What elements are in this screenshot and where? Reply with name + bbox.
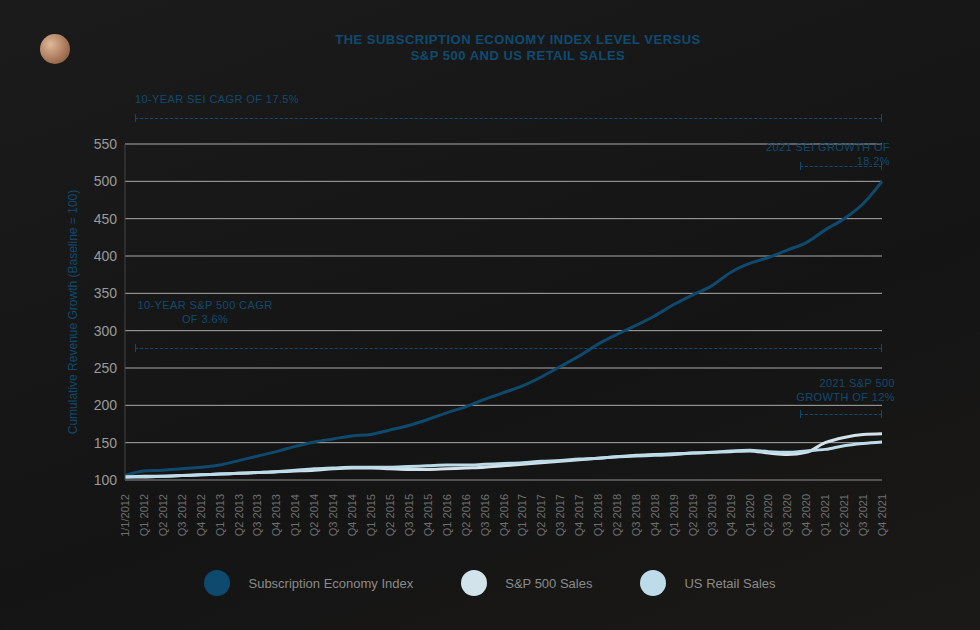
svg-text:150: 150 [94,435,118,451]
html-text:S&P 500 Sales: S&P 500 Sales [505,575,593,591]
svg-text:Q2 2019: Q2 2019 [687,494,699,536]
svg-text:Q4 2021: Q4 2021 [876,494,888,536]
svg-text:Q2 2014: Q2 2014 [308,494,320,536]
html-text:2021 S&P 500 GROWTH OF 12%: 2021 S&P 500 GROWTH OF 12% [796,377,895,403]
html-text:10-YEAR SEI CAGR OF 17.5%: 10-YEAR SEI CAGR OF 17.5% [135,93,300,105]
svg-text:Q1 2019: Q1 2019 [668,494,680,536]
svg-text:Q3 2013: Q3 2013 [251,494,263,536]
svg-text:Q2 2016: Q2 2016 [460,494,472,536]
svg-text:500: 500 [94,173,118,189]
svg-text:Q1 2016: Q1 2016 [441,494,453,536]
svg-text:400: 400 [94,248,118,264]
svg-text:Q4 2017: Q4 2017 [573,494,585,536]
svg-text:250: 250 [94,360,118,376]
svg-text:Q3 2018: Q3 2018 [630,494,642,536]
html-text:THE SUBSCRIPTION ECONOMY INDEX: THE SUBSCRIPTION ECONOMY INDEX LEVEL VER… [335,32,701,63]
svg-text:1/1/2012: 1/1/2012 [119,494,131,537]
svg-text:Q1 2014: Q1 2014 [289,494,301,536]
svg-text:550: 550 [94,136,118,152]
svg-text:Q1 2020: Q1 2020 [744,494,756,536]
svg-text:Q4 2012: Q4 2012 [195,494,207,536]
svg-text:Q1 2018: Q1 2018 [592,494,604,536]
html-text:2021 SEI GROWTH OF 18.2%: 2021 SEI GROWTH OF 18.2% [766,141,890,167]
svg-text:Q4 2015: Q4 2015 [422,494,434,536]
svg-text:Q1 2017: Q1 2017 [516,494,528,536]
svg-text:Q3 2020: Q3 2020 [781,494,793,536]
svg-text:Q1 2021: Q1 2021 [819,494,831,536]
svg-text:Cumulative Revenue Growth (Bas: Cumulative Revenue Growth (Baseline = 10… [66,190,80,434]
svg-text:Q3 2012: Q3 2012 [176,494,188,536]
svg-text:Q2 2015: Q2 2015 [384,494,396,536]
svg-text:200: 200 [94,397,118,413]
svg-text:Q1 2015: Q1 2015 [365,494,377,536]
svg-text:Q2 2020: Q2 2020 [762,494,774,536]
svg-text:Q1 2012: Q1 2012 [138,494,150,536]
svg-text:Q2 2012: Q2 2012 [157,494,169,536]
svg-text:Q3 2017: Q3 2017 [554,494,566,536]
svg-text:450: 450 [94,211,118,227]
svg-text:300: 300 [94,323,118,339]
svg-text:Q4 2018: Q4 2018 [649,494,661,536]
svg-text:Q3 2014: Q3 2014 [327,494,339,536]
svg-text:Q1 2013: Q1 2013 [214,494,226,536]
html-text:Subscription Economy Index: Subscription Economy Index [248,575,414,591]
svg-text:Q2 2021: Q2 2021 [838,494,850,536]
svg-text:Q4 2020: Q4 2020 [800,494,812,536]
svg-text:Q4 2019: Q4 2019 [725,494,737,536]
svg-text:Q2 2018: Q2 2018 [611,494,623,536]
svg-text:Q3 2016: Q3 2016 [479,494,491,536]
svg-text:100: 100 [94,472,118,488]
svg-text:Q3 2015: Q3 2015 [403,494,415,536]
html-text:US Retail Sales: US Retail Sales [684,575,776,591]
svg-text:Q2 2013: Q2 2013 [233,494,245,536]
svg-text:Q2 2017: Q2 2017 [535,494,547,536]
svg-text:Q4 2016: Q4 2016 [498,494,510,536]
html-text:10-YEAR S&P 500 CAGR OF 3.6%: 10-YEAR S&P 500 CAGR OF 3.6% [137,299,273,325]
svg-text:Q3 2021: Q3 2021 [857,494,869,536]
svg-text:Q3 2019: Q3 2019 [706,494,718,536]
svg-text:Q4 2013: Q4 2013 [270,494,282,536]
svg-text:350: 350 [94,285,118,301]
svg-text:Q4 2014: Q4 2014 [346,494,358,536]
